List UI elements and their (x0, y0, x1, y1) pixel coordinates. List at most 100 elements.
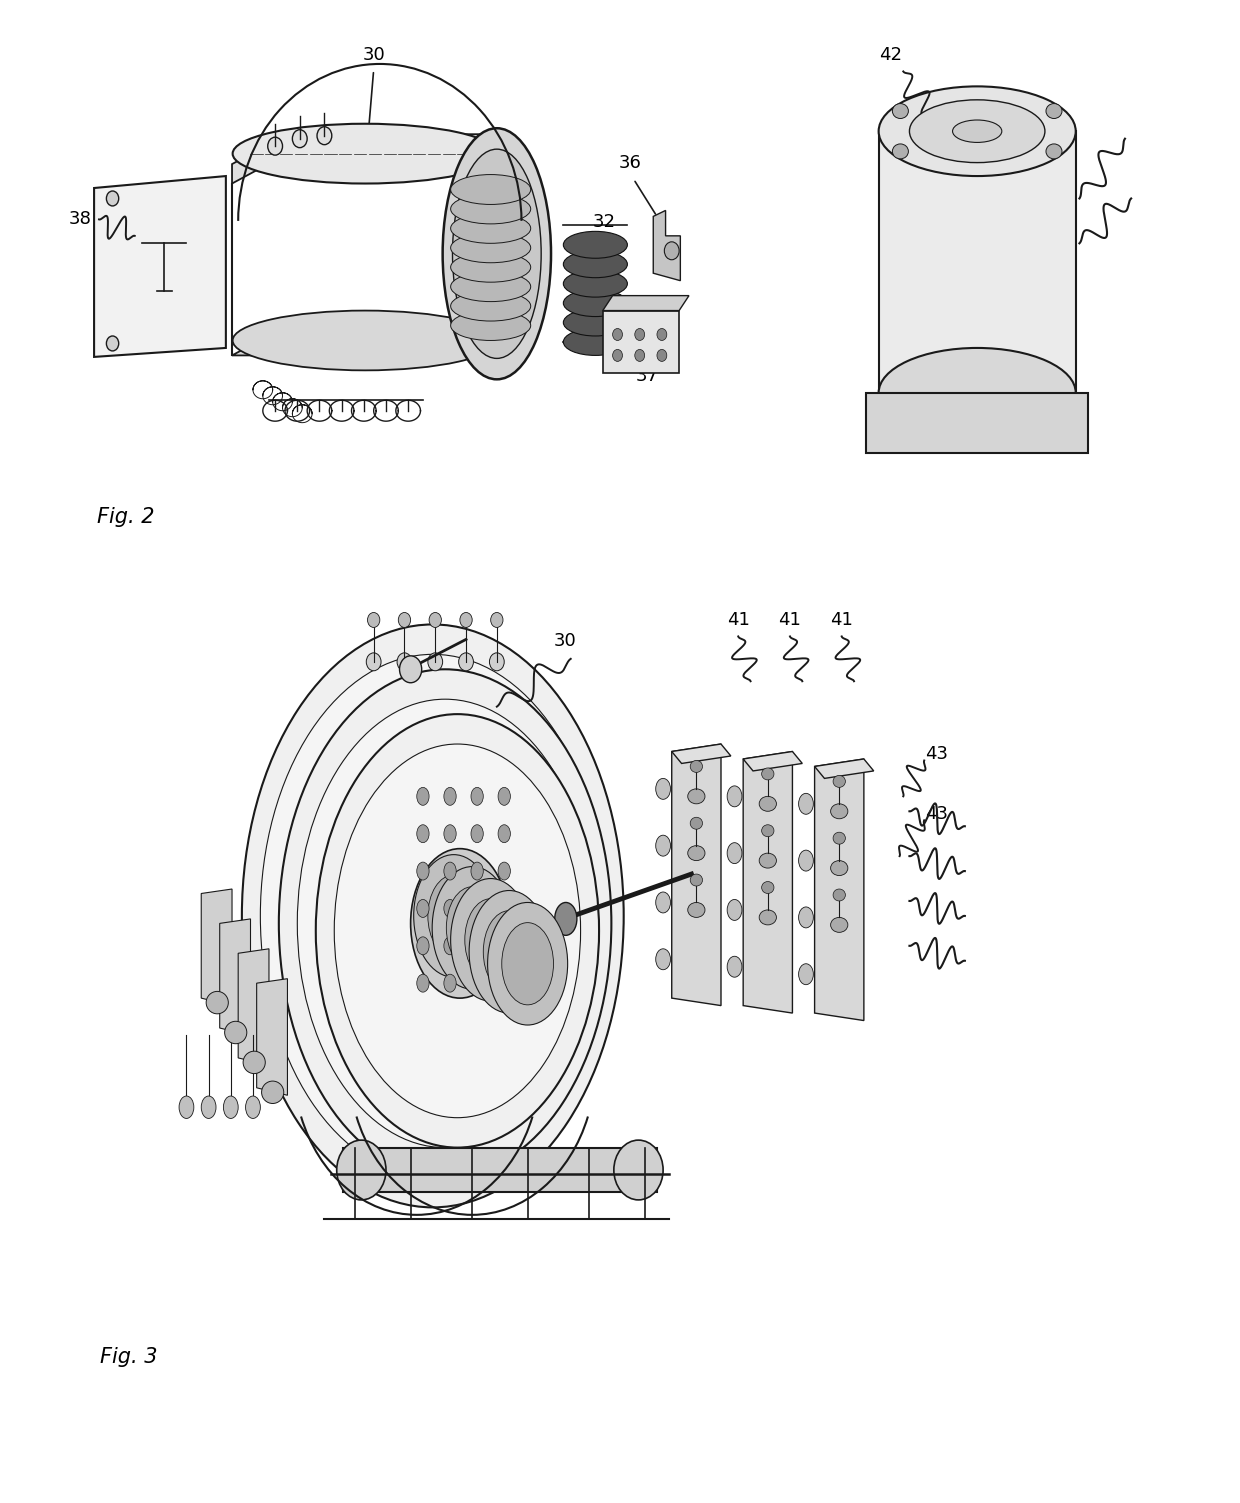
Ellipse shape (554, 902, 577, 935)
Text: 42: 42 (879, 47, 903, 65)
Ellipse shape (563, 329, 627, 355)
Text: 41: 41 (831, 610, 853, 628)
Ellipse shape (759, 797, 776, 812)
Ellipse shape (444, 936, 456, 954)
Ellipse shape (613, 349, 622, 361)
Polygon shape (672, 744, 720, 1006)
Ellipse shape (833, 833, 846, 845)
Text: 43: 43 (925, 806, 949, 824)
Ellipse shape (429, 875, 491, 972)
Polygon shape (201, 888, 232, 1006)
Polygon shape (603, 311, 680, 373)
Ellipse shape (398, 613, 410, 627)
Ellipse shape (223, 1096, 238, 1118)
Ellipse shape (268, 137, 283, 155)
Ellipse shape (262, 1081, 284, 1103)
Text: 36: 36 (619, 153, 641, 171)
Ellipse shape (799, 794, 813, 815)
Ellipse shape (563, 251, 627, 278)
Ellipse shape (831, 861, 848, 876)
Ellipse shape (293, 129, 308, 147)
Ellipse shape (417, 825, 429, 843)
Ellipse shape (759, 909, 776, 924)
Ellipse shape (471, 936, 484, 954)
Ellipse shape (799, 963, 813, 984)
Ellipse shape (444, 974, 456, 992)
Ellipse shape (498, 825, 511, 843)
Ellipse shape (635, 329, 645, 341)
Ellipse shape (498, 899, 511, 917)
Ellipse shape (246, 1096, 260, 1118)
Ellipse shape (337, 1141, 386, 1199)
Ellipse shape (316, 714, 599, 1148)
Polygon shape (879, 131, 1076, 392)
Ellipse shape (201, 1096, 216, 1118)
Ellipse shape (444, 788, 456, 806)
Ellipse shape (450, 213, 531, 243)
Ellipse shape (831, 804, 848, 819)
Ellipse shape (450, 194, 531, 224)
Ellipse shape (444, 863, 456, 881)
Ellipse shape (279, 669, 611, 1177)
Ellipse shape (727, 786, 742, 807)
Ellipse shape (433, 867, 512, 989)
Ellipse shape (502, 923, 553, 1006)
Ellipse shape (366, 652, 381, 670)
Ellipse shape (465, 899, 517, 981)
Polygon shape (603, 296, 689, 311)
Ellipse shape (459, 652, 474, 670)
Ellipse shape (563, 290, 627, 317)
Ellipse shape (688, 902, 706, 917)
Ellipse shape (446, 887, 498, 969)
Text: Fig. 2: Fig. 2 (97, 507, 154, 528)
Ellipse shape (428, 652, 443, 670)
Polygon shape (94, 176, 226, 356)
Ellipse shape (444, 825, 456, 843)
Polygon shape (232, 326, 497, 355)
Polygon shape (232, 134, 497, 183)
Ellipse shape (656, 836, 671, 857)
Ellipse shape (614, 1141, 663, 1199)
Ellipse shape (367, 613, 379, 627)
Text: Fig. 3: Fig. 3 (100, 1347, 157, 1366)
Ellipse shape (761, 825, 774, 837)
Polygon shape (672, 744, 730, 764)
Ellipse shape (688, 789, 706, 804)
Ellipse shape (417, 788, 429, 806)
Ellipse shape (691, 761, 703, 773)
Ellipse shape (414, 855, 494, 977)
Ellipse shape (688, 846, 706, 861)
Ellipse shape (397, 652, 412, 670)
Ellipse shape (613, 329, 622, 341)
Ellipse shape (656, 779, 671, 800)
Ellipse shape (206, 992, 228, 1015)
Text: 37: 37 (636, 367, 658, 385)
Polygon shape (815, 759, 864, 1021)
Ellipse shape (224, 1021, 247, 1043)
Ellipse shape (1047, 144, 1061, 159)
Ellipse shape (260, 654, 605, 1177)
Ellipse shape (799, 906, 813, 927)
Ellipse shape (761, 882, 774, 893)
Ellipse shape (417, 936, 429, 954)
Ellipse shape (498, 863, 511, 881)
Ellipse shape (563, 310, 627, 337)
Ellipse shape (727, 956, 742, 977)
Ellipse shape (833, 776, 846, 788)
Ellipse shape (450, 272, 531, 302)
Ellipse shape (469, 890, 549, 1013)
Ellipse shape (242, 624, 624, 1207)
Ellipse shape (761, 768, 774, 780)
Text: 41: 41 (727, 610, 750, 628)
Ellipse shape (657, 349, 667, 361)
Polygon shape (815, 759, 874, 779)
Polygon shape (238, 948, 269, 1066)
Ellipse shape (453, 149, 541, 358)
Text: 38: 38 (69, 210, 92, 228)
Ellipse shape (563, 231, 627, 259)
Ellipse shape (298, 699, 593, 1148)
Ellipse shape (656, 891, 671, 912)
Ellipse shape (879, 86, 1076, 176)
Text: 41: 41 (779, 610, 801, 628)
Ellipse shape (471, 788, 484, 806)
